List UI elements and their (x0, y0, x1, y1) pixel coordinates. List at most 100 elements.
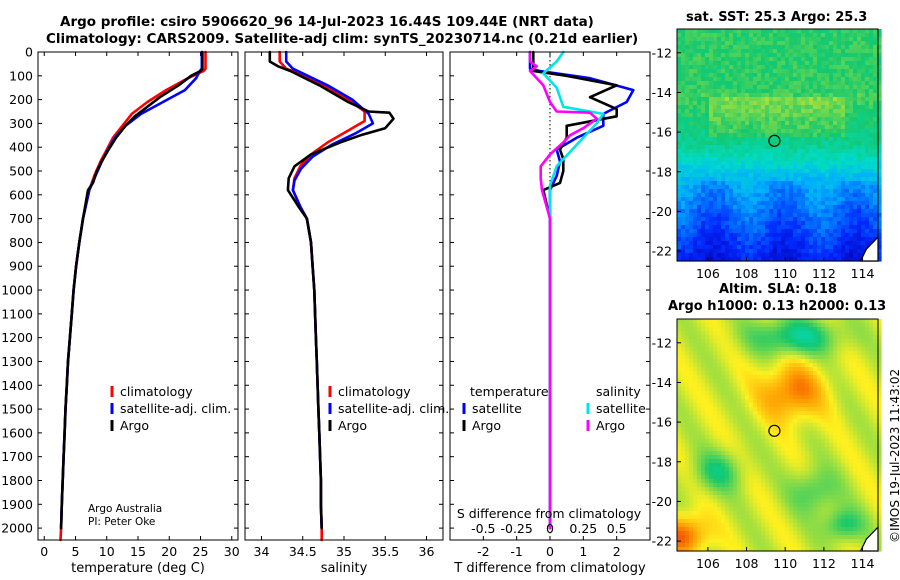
map-cell (745, 137, 750, 142)
map-cell (761, 379, 766, 384)
map-cell (709, 77, 714, 82)
map-cell (761, 189, 766, 194)
map-cell (697, 173, 702, 178)
map-cell (805, 241, 810, 246)
map-cell (681, 205, 686, 210)
map-cell (821, 335, 826, 340)
map-cell (697, 69, 702, 74)
map-cell (745, 69, 750, 74)
map-cell (737, 233, 742, 238)
map-cell (741, 383, 746, 388)
map-cell (681, 249, 686, 254)
map-cell (845, 77, 850, 82)
map-cell (797, 213, 802, 218)
map-cell (697, 29, 702, 34)
map-cell (769, 121, 774, 126)
map-cell (701, 81, 706, 86)
map-cell (749, 53, 754, 58)
map-cell (705, 97, 710, 102)
map-cell (813, 157, 818, 162)
map-cell (853, 85, 858, 90)
map-cell (769, 375, 774, 380)
map-cell (765, 233, 770, 238)
map-cell (681, 113, 686, 118)
map-cell (765, 149, 770, 154)
map-cell (781, 387, 786, 392)
map-cell (793, 399, 798, 404)
map-cell (765, 451, 770, 456)
map-cell (741, 245, 746, 250)
map-cell (765, 65, 770, 70)
map-cell (725, 101, 730, 106)
map-cell (765, 209, 770, 214)
map-cell (753, 173, 758, 178)
map-cell (841, 245, 846, 250)
map-cell (757, 379, 762, 384)
map-cell (729, 101, 734, 106)
map-cell (757, 105, 762, 110)
map-cell (701, 451, 706, 456)
map-cell (877, 125, 882, 130)
map-cell (789, 319, 794, 324)
map-cell (697, 133, 702, 138)
map-cell (873, 435, 878, 440)
map-cell (805, 367, 810, 372)
map-cell (713, 225, 718, 230)
map-cell (833, 117, 838, 122)
map-cell (857, 253, 862, 258)
map-cell (825, 101, 830, 106)
map-cell (877, 197, 882, 202)
map-cell (697, 37, 702, 42)
map-cell (681, 343, 686, 348)
map-cell (877, 97, 882, 102)
map-cell (729, 391, 734, 396)
map-cell (821, 245, 826, 250)
map-cell (833, 145, 838, 150)
map-cell (873, 391, 878, 396)
map-cell (781, 335, 786, 340)
map-cell (753, 431, 758, 436)
map-cell (825, 391, 830, 396)
map-cell (817, 109, 822, 114)
map-cell (749, 73, 754, 78)
map-cell (813, 53, 818, 58)
map-cell (829, 221, 834, 226)
map-cell (841, 407, 846, 412)
map-cell (757, 37, 762, 42)
map-cell (793, 93, 798, 98)
map-cell (865, 161, 870, 166)
map-cell (785, 161, 790, 166)
map-cell (753, 93, 758, 98)
map-cell (737, 407, 742, 412)
map-cell (777, 29, 782, 34)
map-cell (769, 77, 774, 82)
map-cell (865, 423, 870, 428)
map-cell (697, 193, 702, 198)
map-cell (869, 57, 874, 62)
map-cell (817, 435, 822, 440)
map-cell (793, 165, 798, 170)
map-cell (849, 105, 854, 110)
map-cell (805, 319, 810, 324)
map-cell (841, 105, 846, 110)
map-cell (773, 455, 778, 460)
map-cell (825, 149, 830, 154)
map-cell (781, 173, 786, 178)
map-cell (681, 411, 686, 416)
map-cell (781, 351, 786, 356)
map-cell (773, 201, 778, 206)
map-cell (789, 443, 794, 448)
map-cell (829, 423, 834, 428)
map-cell (697, 367, 702, 372)
map-cell (749, 351, 754, 356)
s-difference-tick-label: 0.25 (569, 521, 597, 536)
map-cell (793, 57, 798, 62)
map-cell (853, 181, 858, 186)
map-cell (861, 423, 866, 428)
map-cell (693, 351, 698, 356)
map-cell (797, 443, 802, 448)
map-cell (805, 177, 810, 182)
map-cell (741, 225, 746, 230)
map-cell (753, 65, 758, 70)
map-cell (761, 121, 766, 126)
